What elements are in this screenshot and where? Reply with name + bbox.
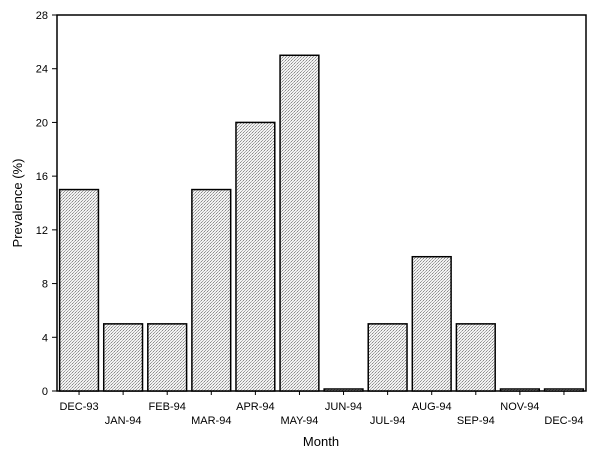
- x-tick-label: JUN-94: [325, 401, 362, 413]
- plot-frame: [56, 14, 587, 392]
- y-tick-label: 24: [36, 64, 48, 76]
- x-tick-label: SEP-94: [457, 415, 495, 427]
- y-tick-label: 8: [42, 279, 48, 291]
- y-tick-label: 28: [36, 10, 48, 22]
- bar: [102, 323, 144, 392]
- bar: [455, 323, 496, 392]
- x-tick-label: DEC-94: [544, 415, 583, 427]
- x-tick-label: JUL-94: [370, 415, 405, 427]
- bar: [191, 188, 232, 392]
- y-axis: 0 4 8 12 16 20 24 28: [36, 10, 57, 398]
- x-tick-label: FEB-94: [149, 401, 186, 413]
- x-tick-label: DEC-93: [59, 401, 98, 413]
- y-tick-label: 0: [42, 386, 48, 398]
- y-tick-label: 12: [36, 225, 48, 237]
- bar: [235, 121, 276, 392]
- x-tick-label: APR-94: [236, 401, 275, 413]
- x-tick-label: NOV-94: [500, 401, 539, 413]
- bars: [58, 54, 585, 392]
- bar: [367, 323, 408, 392]
- y-axis-title: Prevalence (%): [10, 159, 25, 248]
- x-axis-title: Month: [303, 434, 339, 449]
- bar: [147, 323, 188, 392]
- bar: [543, 388, 585, 392]
- bar: [411, 255, 452, 392]
- y-tick-label: 20: [36, 117, 48, 129]
- bar: [58, 188, 100, 392]
- x-tick-label: JAN-94: [105, 415, 142, 427]
- y-tick-label: 16: [36, 171, 48, 183]
- x-tick-label: MAR-94: [191, 415, 231, 427]
- bar: [323, 388, 364, 392]
- bar: [499, 388, 541, 392]
- x-tick-label: AUG-94: [412, 401, 452, 413]
- x-axis-labels: DEC-93 JAN-94 FEB-94 MAR-94 APR-94 MAY-94 JUN-…: [59, 391, 584, 427]
- x-tick-label: MAY-94: [280, 415, 318, 427]
- y-tick-label: 4: [42, 332, 48, 344]
- bar: [279, 54, 320, 392]
